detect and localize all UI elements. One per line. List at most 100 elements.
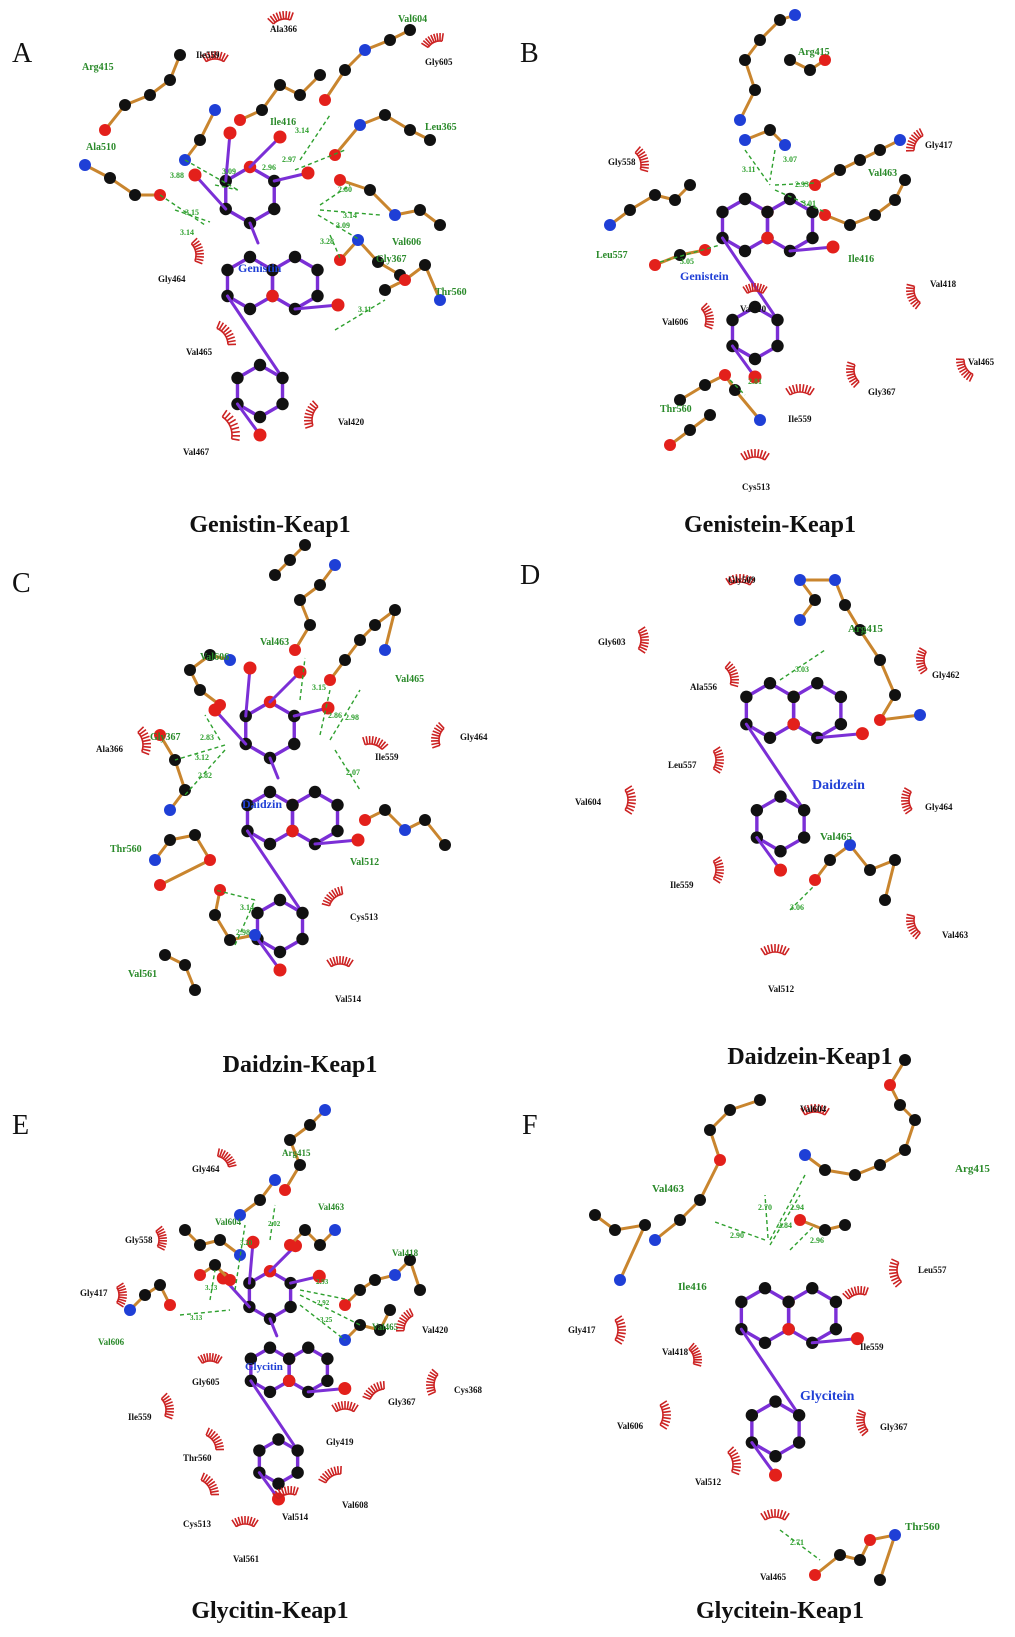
atom <box>674 249 686 261</box>
bond <box>247 1240 255 1285</box>
atom <box>624 204 636 216</box>
atom <box>224 654 236 666</box>
hbond-distance: 2.84 <box>778 1221 792 1230</box>
atom <box>243 661 257 675</box>
atom <box>282 1352 296 1365</box>
hydrophobic-arc <box>318 1465 342 1484</box>
bond <box>618 1223 647 1282</box>
hbond-residue-label: Val512 <box>350 857 379 868</box>
hydrophobic-residue-label: Ile559 <box>128 1412 152 1422</box>
atom <box>864 1534 876 1546</box>
atom <box>286 798 299 812</box>
atom <box>223 126 237 140</box>
hydrophobic-residue-label: Val465 <box>760 1572 787 1582</box>
atom <box>899 1144 911 1156</box>
bond <box>268 756 280 780</box>
atom <box>399 274 411 286</box>
hbond-distance: 3.25 <box>320 1316 333 1324</box>
atom <box>854 624 866 636</box>
bond <box>878 658 897 697</box>
hydrophobic-arc <box>430 721 445 749</box>
atom <box>194 1239 206 1251</box>
atom <box>149 854 161 866</box>
hydrophobic-residue-label: Gly367 <box>868 387 896 397</box>
hydrophobic-residue-label: Gly603 <box>598 637 626 647</box>
hydrophobic-arc <box>915 647 928 675</box>
atom <box>209 104 221 116</box>
hbond-residue-label: Val561 <box>128 969 157 980</box>
bond <box>750 1441 777 1477</box>
atom <box>774 845 787 858</box>
atom <box>714 1154 726 1166</box>
hbond-line <box>234 1224 246 1291</box>
hydrophobic-residue-label: Val512 <box>768 984 795 994</box>
bond <box>225 294 285 380</box>
atom <box>669 194 681 206</box>
hydrophobic-residue-label: Val465 <box>968 357 995 367</box>
atom <box>404 1254 416 1266</box>
hydrophobic-residue-label: Ile559 <box>196 50 220 60</box>
atom <box>214 1234 226 1246</box>
hbond-line <box>299 1304 346 1341</box>
atom <box>874 714 886 726</box>
atom <box>154 1279 166 1291</box>
atom <box>329 559 341 571</box>
hydrophobic-arc <box>727 1446 742 1476</box>
ligand-name: Daidzein <box>812 778 865 793</box>
hbond-line <box>789 1224 816 1251</box>
hydrophobic-residue-label: Gly367 <box>880 1422 908 1432</box>
atom <box>797 831 811 844</box>
atom <box>674 1214 686 1226</box>
atom <box>294 594 306 606</box>
atom <box>829 1295 843 1309</box>
bond <box>323 68 347 102</box>
hydrophobic-residue-label: Val467 <box>183 447 210 457</box>
atom <box>834 164 846 176</box>
hbond-residue-label: Ile416 <box>270 117 296 128</box>
atom <box>794 1214 806 1226</box>
hydrophobic-residue-label: Gly558 <box>125 1235 153 1245</box>
hbond-distance: 3.14 <box>343 211 357 220</box>
atom <box>246 1235 260 1249</box>
hydrophobic-residue-label: Val418 <box>662 1347 689 1357</box>
atom <box>761 205 774 219</box>
bond <box>268 1317 279 1338</box>
atom <box>312 1269 326 1283</box>
atom <box>159 949 171 961</box>
hbond-residue-label: Ile416 <box>848 254 874 265</box>
atom <box>359 814 371 826</box>
diagram-daidzein: Daidzein 3.03 3.06 Arg415 Val465 Gly509 Gly603… <box>575 573 969 994</box>
hbond-line <box>334 299 386 331</box>
hbond-line <box>204 714 221 741</box>
atom <box>819 54 831 66</box>
bond <box>383 608 397 652</box>
hbond-residue-label: Val604 <box>398 14 427 25</box>
atom <box>339 1299 351 1311</box>
hbond-line <box>214 184 239 191</box>
caption-d: Daidzein-Keap1 <box>727 1044 893 1070</box>
atom <box>589 1209 601 1221</box>
bond <box>878 1533 897 1582</box>
atom <box>854 154 866 166</box>
atom <box>745 1409 759 1422</box>
hydrophobic-arc <box>724 661 740 688</box>
atom <box>276 397 289 411</box>
atom <box>308 785 322 799</box>
ligand-name: Genistin <box>238 261 282 275</box>
atom <box>738 192 752 206</box>
atom <box>379 644 391 656</box>
hbond-distance: 3.13 <box>190 1314 203 1322</box>
atom <box>604 219 616 231</box>
hbond-distance: 3.15 <box>185 208 199 217</box>
hydrophobic-residue-label: Val604 <box>800 1104 827 1114</box>
bond <box>249 1379 300 1453</box>
hbond-residue-label: Gly367 <box>376 254 407 265</box>
atom <box>889 1529 901 1541</box>
atom <box>188 168 202 182</box>
hydrophobic-arc <box>688 1342 703 1367</box>
diagram-genistin: Genistin 3.88 3.09 3.15 3.14 3.14 2.96 2.97 2.80… <box>79 10 467 457</box>
atom <box>787 717 800 731</box>
atom <box>824 854 836 866</box>
atom <box>224 1274 236 1286</box>
hydrophobic-residue-label: Val512 <box>695 1477 722 1487</box>
